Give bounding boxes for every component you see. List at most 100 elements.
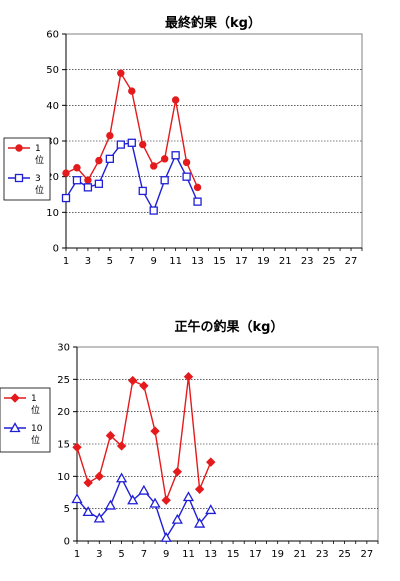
y-tick-label: 50 (46, 65, 59, 76)
data-point (72, 176, 82, 185)
chart-title: 正午の釣果（kg） (175, 319, 284, 335)
y-tick-label: 20 (57, 407, 70, 418)
x-tick-label: 9 (163, 549, 169, 560)
data-point (127, 494, 139, 505)
data-point (116, 140, 125, 149)
data-point (161, 495, 171, 505)
x-tick-label: 5 (118, 549, 124, 560)
legend-swatch-marker (10, 393, 20, 403)
data-point (128, 375, 138, 386)
data-point (71, 493, 83, 504)
x-tick-label: 13 (204, 549, 217, 560)
data-point (138, 484, 150, 495)
data-point (160, 531, 172, 542)
data-point (182, 158, 191, 167)
x-tick-label: 1 (63, 256, 69, 267)
data-point (160, 176, 169, 185)
data-point (84, 176, 92, 184)
y-tick-label: 30 (46, 137, 59, 148)
data-point (116, 441, 127, 451)
data-point (94, 471, 105, 482)
legend-swatch-marker (15, 144, 23, 152)
data-point (171, 96, 180, 104)
legend-label: 10 位 (31, 424, 43, 446)
data-point (104, 499, 117, 510)
x-tick-label: 19 (271, 549, 284, 560)
legend: 1 位3 位 (3, 137, 51, 201)
data-point (149, 206, 158, 215)
data-point (182, 491, 195, 502)
data-point (182, 172, 191, 181)
data-point (206, 457, 216, 467)
data-point (150, 162, 158, 170)
data-point (128, 87, 136, 95)
data-point (205, 504, 217, 515)
y-tick-label: 20 (46, 172, 59, 183)
x-tick-label: 23 (301, 256, 314, 267)
x-tick-label: 15 (227, 549, 240, 560)
x-tick-label: 1 (74, 549, 80, 560)
legend-swatch-marker (14, 173, 24, 183)
y-tick-label: 10 (57, 472, 70, 483)
legend-swatch-marker (9, 422, 21, 433)
x-tick-label: 7 (141, 549, 147, 560)
data-point (171, 513, 183, 524)
data-point (138, 186, 147, 196)
x-tick-label: 3 (96, 549, 102, 560)
data-point (93, 512, 105, 523)
y-tick-label: 40 (46, 101, 59, 112)
data-point (193, 197, 202, 206)
x-tick-label: 25 (338, 549, 351, 560)
data-point (106, 131, 114, 140)
data-point (183, 372, 194, 382)
y-tick-label: 60 (46, 30, 59, 41)
data-point (139, 140, 147, 149)
data-point (95, 156, 103, 165)
data-point (171, 151, 180, 160)
data-point (194, 484, 205, 494)
data-point (94, 179, 104, 188)
x-tick-label: 11 (169, 256, 182, 267)
x-tick-label: 19 (257, 256, 270, 267)
data-point (172, 467, 183, 477)
data-point (61, 193, 71, 203)
x-tick-label: 21 (294, 549, 307, 560)
x-tick-label: 11 (182, 549, 195, 560)
data-point (105, 430, 116, 441)
y-tick-label: 10 (46, 208, 59, 219)
x-tick-label: 25 (323, 256, 336, 267)
y-tick-label: 15 (57, 440, 70, 451)
x-tick-label: 5 (107, 256, 113, 267)
data-point (105, 154, 115, 163)
data-point (82, 506, 94, 517)
data-point (193, 183, 202, 192)
x-tick-label: 23 (316, 549, 329, 560)
x-tick-label: 15 (213, 256, 226, 267)
y-tick-label: 0 (64, 537, 70, 548)
data-point (62, 169, 70, 177)
data-point (150, 426, 160, 436)
x-tick-label: 27 (345, 256, 358, 267)
y-tick-label: 30 (57, 343, 70, 354)
data-point (73, 164, 81, 172)
x-tick-label: 27 (360, 549, 373, 560)
x-tick-label: 17 (235, 256, 248, 267)
data-point (83, 478, 93, 488)
data-point (160, 155, 169, 163)
x-tick-label: 21 (279, 256, 292, 267)
x-tick-label: 7 (129, 256, 135, 267)
y-tick-label: 25 (57, 375, 70, 386)
data-point (83, 183, 93, 192)
data-point (72, 442, 82, 452)
data-point (149, 497, 161, 508)
chart-title: 最終釣果（kg） (165, 15, 261, 31)
legend: 1 位10 位 (0, 387, 51, 453)
y-tick-label: 0 (53, 244, 59, 255)
x-tick-label: 3 (85, 256, 91, 267)
